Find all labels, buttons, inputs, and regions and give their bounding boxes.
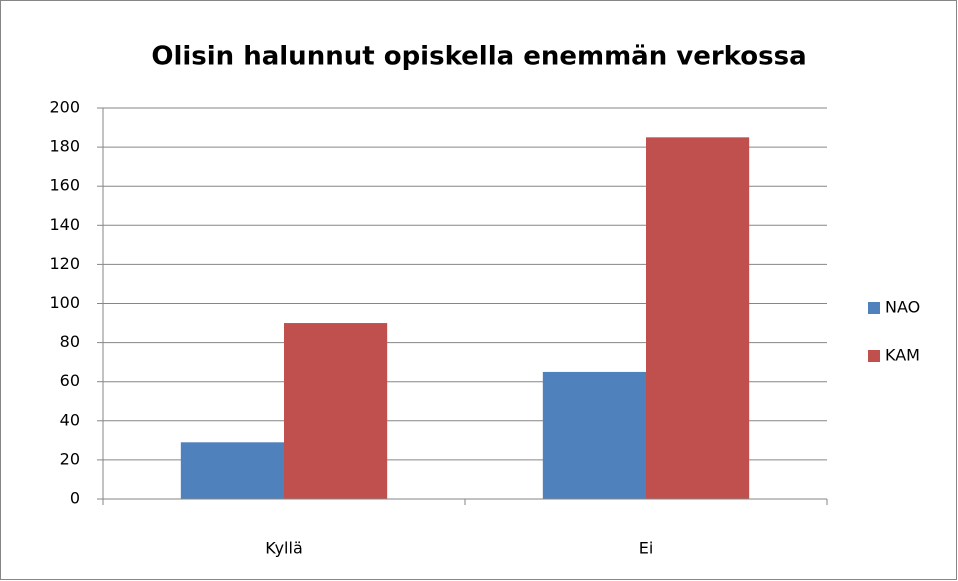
y-tick-label: 40 [60, 410, 80, 429]
bar [180, 442, 284, 499]
bar [646, 137, 750, 499]
bar [284, 323, 388, 499]
y-tick-label: 100 [49, 293, 80, 312]
legend-label: KAM [885, 346, 920, 365]
legend-label: NAO [885, 298, 920, 317]
y-tick-label: 200 [49, 98, 80, 117]
y-tick-label: 20 [60, 449, 80, 468]
x-tick-label: Ei [639, 539, 654, 558]
y-tick-label: 0 [70, 489, 80, 508]
chart-title: Olisin halunnut opiskella enemmän verkos… [151, 42, 806, 72]
y-tick-label: 140 [49, 215, 80, 234]
y-tick-label: 80 [60, 332, 80, 351]
y-tick-label: 160 [49, 176, 80, 195]
x-tick-label: Kyllä [265, 539, 303, 558]
legend-swatch [868, 302, 880, 314]
y-tick-label: 60 [60, 371, 80, 390]
legend-swatch [868, 350, 880, 362]
y-tick-label: 180 [49, 137, 80, 156]
y-tick-label: 120 [49, 254, 80, 273]
bar [542, 371, 646, 499]
